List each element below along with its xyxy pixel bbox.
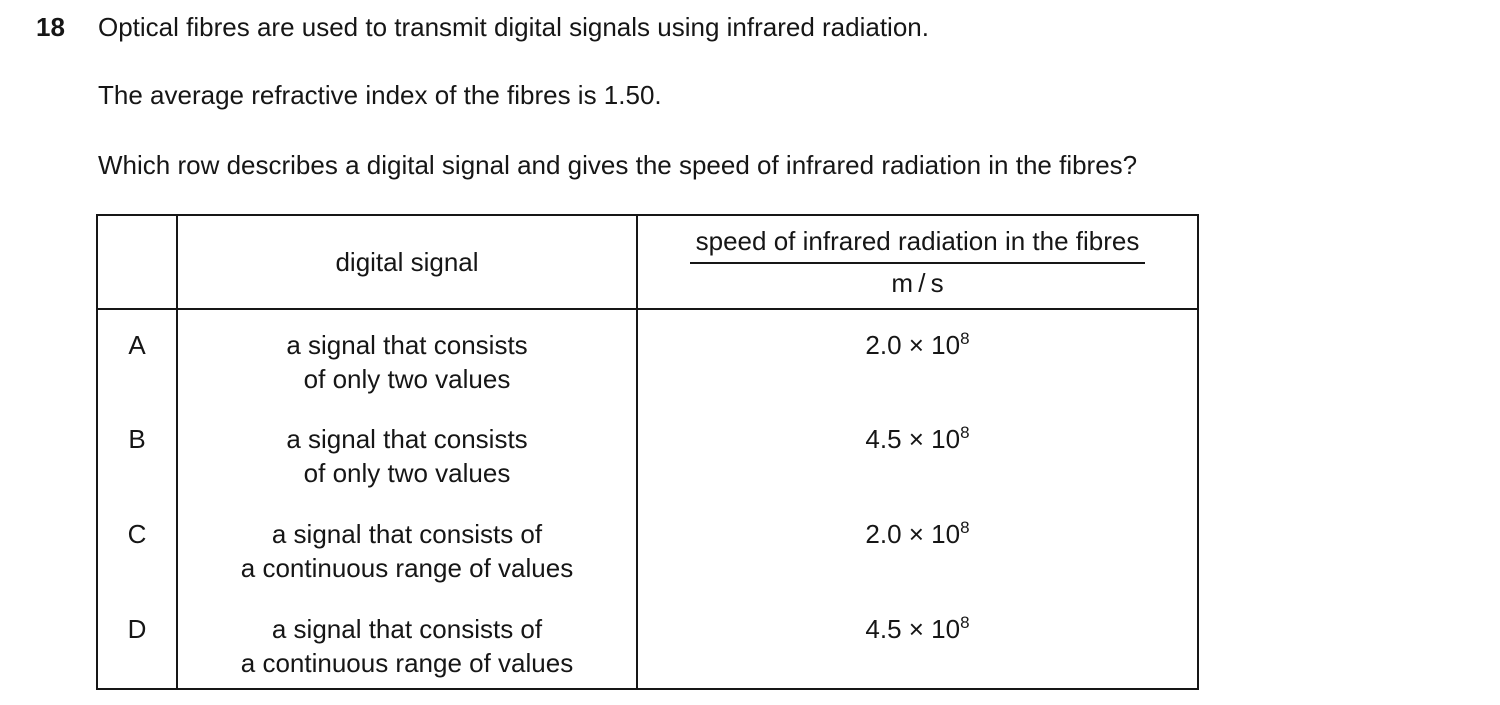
speed-mantissa: 2.0 × 10	[865, 519, 961, 549]
speed-mantissa: 4.5 × 10	[865, 614, 961, 644]
option-description: a signal that consists of only two value…	[176, 404, 638, 499]
question-number: 18	[36, 12, 65, 42]
answers-table: digital signal speed of infrared radiati…	[96, 214, 1199, 690]
question-intro-text: Optical fibres are used to transmit digi…	[98, 12, 929, 42]
option-letter: B	[96, 404, 178, 499]
header-cell-speed: speed of infrared radiation in the fibre…	[636, 215, 1199, 310]
speed-exponent: 8	[960, 423, 970, 442]
description-line1: a signal that consists of	[271, 519, 543, 549]
option-description: a signal that consists of only two value…	[176, 309, 638, 404]
table-row-option-a: A a signal that consists of only two val…	[96, 309, 1199, 404]
description-line2: a continuous range of values	[240, 553, 574, 583]
option-speed-value: 2.0 × 108	[636, 309, 1199, 404]
option-speed-value: 4.5 × 108	[636, 404, 1199, 499]
speed-exponent: 8	[960, 518, 970, 537]
option-description: a signal that consists of a continuous r…	[176, 499, 638, 594]
fraction-numerator: speed of infrared radiation in the fibre…	[689, 225, 1146, 265]
description-line2: a continuous range of values	[240, 648, 574, 678]
description-line2: of only two values	[303, 458, 511, 488]
speed-unit-fraction: speed of infrared radiation in the fibre…	[689, 225, 1146, 300]
speed-exponent: 8	[960, 613, 970, 632]
description-line2: of only two values	[303, 364, 511, 394]
description-line1: a signal that consists	[286, 330, 528, 360]
speed-mantissa: 2.0 × 10	[865, 330, 961, 360]
table-row-option-d: D a signal that consists of a continuous…	[96, 594, 1199, 689]
speed-exponent: 8	[960, 329, 970, 348]
question-detail-text: The average refractive index of the fibr…	[98, 80, 662, 110]
option-letter: A	[96, 309, 178, 404]
description-line1: a signal that consists	[286, 424, 528, 454]
option-speed-value: 2.0 × 108	[636, 499, 1199, 594]
question-prompt-text: Which row describes a digital signal and…	[98, 150, 1138, 180]
table-header-row: digital signal speed of infrared radiati…	[96, 215, 1199, 310]
option-speed-value: 4.5 × 108	[636, 594, 1199, 689]
option-description: a signal that consists of a continuous r…	[176, 594, 638, 689]
description-line1: a signal that consists of	[271, 614, 543, 644]
option-letter: D	[96, 594, 178, 689]
table-row-option-b: B a signal that consists of only two val…	[96, 404, 1199, 499]
table-row-option-c: C a signal that consists of a continuous…	[96, 499, 1199, 594]
option-letter: C	[96, 499, 178, 594]
header-cell-blank	[96, 215, 178, 310]
speed-mantissa: 4.5 × 10	[865, 424, 961, 454]
fraction-denominator: m / s	[891, 268, 944, 299]
header-cell-digital-signal: digital signal	[176, 215, 638, 310]
